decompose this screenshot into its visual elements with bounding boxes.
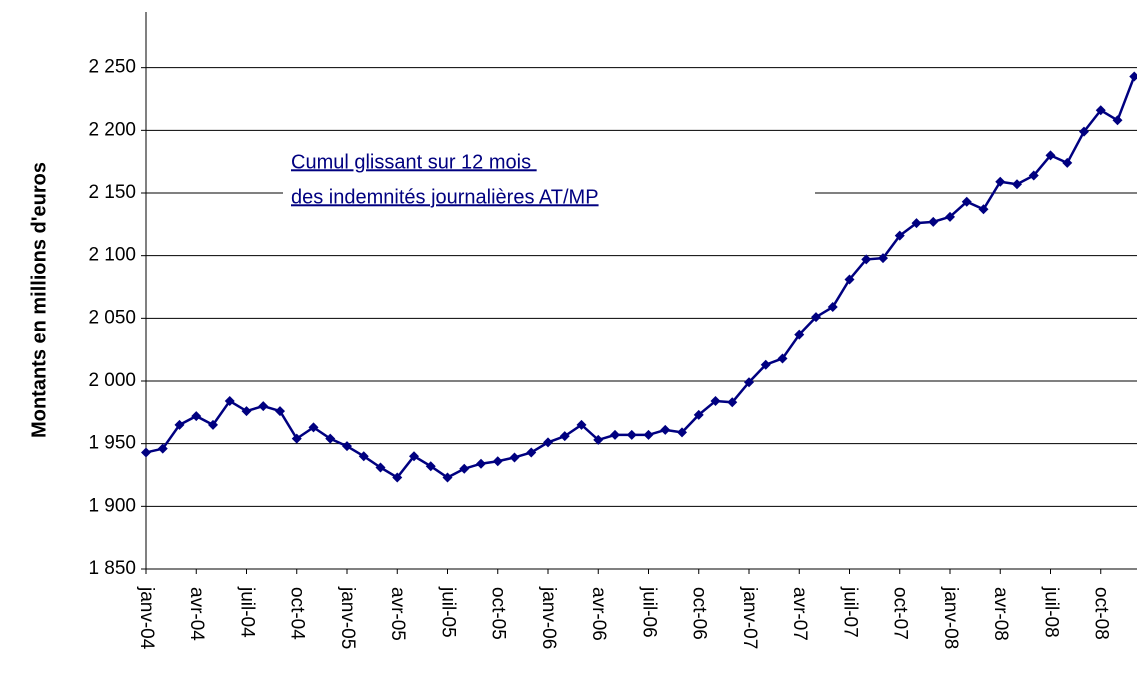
data-point [928,216,939,227]
data-point [509,452,520,463]
data-point [375,462,386,473]
x-tick-label: juil-06 [638,586,659,638]
data-point [425,461,436,472]
x-tick-label: juil-05 [437,586,458,638]
x-tick-label: oct-07 [890,587,911,640]
x-tick-label: oct-04 [287,587,308,640]
data-point [1079,126,1089,137]
x-tick-label: avr-08 [990,587,1011,641]
data-point [693,409,704,420]
data-point [710,396,721,407]
x-tick-label: avr-07 [789,587,810,641]
data-point [961,196,972,207]
data-point [442,472,453,483]
y-tick-label: 2 250 [88,57,136,78]
data-point [392,472,403,483]
y-tick-label: 2 150 [88,182,136,203]
data-point [777,353,788,364]
x-tick-label: juil-07 [839,586,860,638]
data-point [191,411,202,422]
data-point [794,329,805,340]
data-point [744,377,754,388]
data-point [878,253,888,264]
data-point [559,431,570,442]
data-point [526,447,537,458]
x-tick-label: oct-06 [689,587,710,640]
data-point [492,456,503,467]
series-line [145,75,1136,480]
y-tick-label: 1 950 [88,433,136,454]
data-point [224,396,235,407]
y-tick-label: 2 000 [88,370,136,391]
data-point [593,434,604,445]
data-point [610,429,620,440]
data-point [275,406,285,417]
data-point [727,397,738,408]
data-point [760,359,771,370]
data-point [543,437,553,448]
data-point [1062,157,1073,168]
data-point [459,463,470,474]
data-point [174,419,185,430]
data-point [945,211,955,222]
x-tick-label: janv-05 [337,586,358,649]
data-point [861,254,872,265]
y-tick-label: 1 900 [88,495,136,516]
data-point [258,401,269,412]
data-point [1012,179,1022,190]
x-tick-label: oct-05 [488,587,509,640]
x-tick-label: janv-08 [940,586,961,649]
data-point [1045,150,1056,161]
data-point [811,312,821,323]
data-point [157,443,168,454]
data-point [844,274,855,285]
y-tick-label: 2 200 [88,119,136,140]
data-point [660,424,671,435]
data-point [643,429,654,440]
data-point [626,429,637,440]
data-point [208,419,218,430]
data-point [409,451,419,462]
x-tick-label: janv-07 [739,586,760,649]
data-point [1028,170,1039,181]
y-tick-label: 2 100 [88,245,136,266]
data-point [1129,71,1137,82]
data-point [995,176,1006,187]
x-tick-label: janv-06 [538,586,559,649]
data-point [1112,115,1123,126]
annotation-box [283,145,815,215]
data-point [476,458,486,469]
y-tick-label: 2 050 [88,307,136,328]
y-tick-label: 1 850 [88,558,136,579]
data-point [291,433,302,444]
x-tick-label: avr-05 [387,587,408,641]
annotation: Cumul glissant sur 12 mois [291,151,537,173]
x-tick-label: avr-06 [588,587,609,641]
y-axis-label: Montants en millions d'euros [28,162,50,438]
data-point [576,419,587,430]
x-tick-label: avr-04 [186,587,207,641]
data-point [325,433,336,444]
data-point [141,447,151,458]
data-point [342,441,352,452]
data-point [827,302,838,313]
data-point [1095,105,1106,116]
x-tick-label: janv-04 [136,586,157,650]
annotation: des indemnités journalières AT/MP [291,186,599,208]
x-tick-label: juil-08 [1040,586,1061,638]
data-point [911,218,922,229]
data-point [978,204,989,215]
data-point [894,230,905,241]
data-point [241,406,252,417]
x-tick-label: juil-04 [236,586,257,638]
data-point [308,422,319,433]
x-tick-label: oct-08 [1091,587,1112,640]
data-point [677,427,687,438]
data-point [358,451,369,462]
